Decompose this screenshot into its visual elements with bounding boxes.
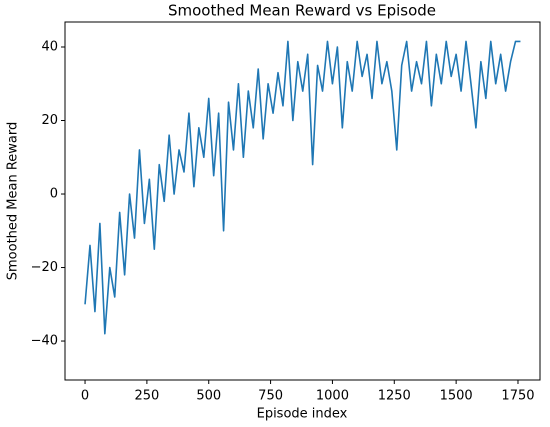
data-line [84,40,521,335]
x-tick-label: 1750 [501,389,534,404]
x-tick-label: 0 [81,389,89,404]
y-tick-label: 0 [50,187,58,202]
y-tick-label: −20 [31,260,58,275]
x-tick-label: 1500 [440,389,473,404]
y-tick-label: 40 [41,39,58,54]
y-tick-label: −40 [31,334,58,349]
x-tick-label: 1000 [316,389,349,404]
chart-title: Smoothed Mean Reward vs Episode [168,2,436,20]
plot-frame [64,21,541,381]
x-tick-label: 500 [196,389,221,404]
x-tick-label: 750 [258,389,283,404]
x-axis-label: Episode index [257,407,348,422]
x-tick-label: 250 [134,389,159,404]
y-axis-label: Smoothed Mean Reward [6,122,21,281]
x-tick-label: 1250 [378,389,411,404]
y-tick-label: 20 [41,113,58,128]
